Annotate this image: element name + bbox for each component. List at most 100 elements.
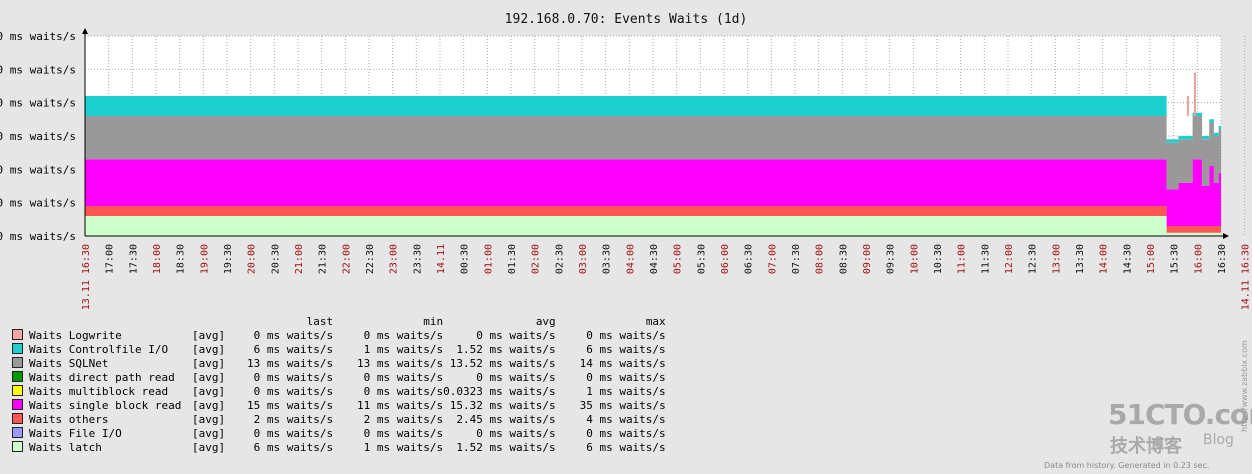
series-area-waits-controlfile-i-o — [85, 96, 1221, 143]
x-tick-label: 00:30 — [460, 244, 471, 274]
legend-row: Waits Controlfile I/O [avg] 6 ms waits/s 1 … — [12, 343, 666, 357]
x-tick-label: 02:30 — [554, 244, 565, 274]
x-tick-label: 13:00 — [1051, 244, 1062, 274]
legend-func: [avg] — [192, 371, 226, 384]
x-tick-label: 22:00 — [341, 244, 352, 274]
x-tick-label: 18:00 — [152, 244, 163, 274]
legend-swatch — [12, 385, 23, 396]
legend-avg: 13.52 ms waits/s — [449, 357, 556, 370]
x-tick-label: 19:30 — [223, 244, 234, 274]
legend-max: 4 ms waits/s — [586, 413, 666, 426]
legend-row: Waits multiblock read [avg] 0 ms waits/s 0 … — [12, 385, 666, 399]
x-tick-label: 11:00 — [957, 244, 968, 274]
x-tick-label: 03:30 — [602, 244, 613, 274]
legend-func: [avg] — [192, 399, 226, 412]
legend-min: 1 ms waits/s — [363, 343, 444, 356]
legend-swatch — [12, 357, 23, 368]
legend-avg: 0 ms waits/s — [476, 427, 556, 440]
legend-header-min: min — [423, 315, 444, 328]
legend-last: 15 ms waits/s — [247, 399, 334, 412]
x-tick-label: 06:30 — [744, 244, 755, 274]
legend-max: 35 ms waits/s — [579, 399, 666, 412]
x-tick-label: 23:30 — [412, 244, 423, 274]
x-tick-label: 02:00 — [531, 244, 542, 274]
legend-row: Waits single block read [avg] 15 ms waits/… — [12, 399, 666, 413]
legend-max: 0 ms waits/s — [586, 427, 666, 440]
x-tick-label: 04:30 — [649, 244, 660, 274]
legend-avg: 0 ms waits/s — [476, 371, 556, 384]
legend-series-cell: Waits Logwrite — [12, 329, 192, 343]
legend-func: [avg] — [192, 427, 226, 440]
legend-swatch — [12, 371, 23, 382]
legend-last: 0 ms waits/s — [253, 371, 334, 384]
x-tick-label: 21:00 — [294, 244, 305, 274]
x-tick-label: 12:30 — [1028, 244, 1039, 274]
legend-last: 0 ms waits/s — [253, 427, 334, 440]
y-tick-label: 20 ms waits/s — [0, 163, 76, 176]
legend-last: 0 ms waits/s — [253, 329, 334, 342]
y-tick-label: 0 ms waits/s — [0, 230, 76, 243]
legend-min: 0 ms waits/s — [363, 371, 444, 384]
y-tick-label: 50 ms waits/s — [0, 63, 76, 76]
legend-table: last min avg max Waits Logwrite [avg] 0 ms… — [12, 315, 666, 455]
x-tick-labels: 13.11 16:30 17:00 17:30 18:00 18:30 19:00 19:3… — [81, 244, 1252, 310]
legend-series-cell: Waits latch — [12, 441, 192, 455]
chart-title: 192.168.0.70: Events Waits (1d) — [505, 12, 748, 27]
legend-row: Waits others [avg] 2 ms waits/s 2 ms waits/… — [12, 413, 666, 427]
axes — [82, 28, 1229, 239]
series-area-waits-latch — [85, 216, 1221, 236]
x-tick-label: 13:30 — [1075, 244, 1086, 274]
x-tick-label: 15:00 — [1146, 244, 1157, 274]
legend-min: 0 ms waits/s — [363, 427, 444, 440]
x-tick-label: 09:00 — [862, 244, 873, 274]
legend-last: 6 ms waits/s — [253, 343, 334, 356]
legend-header-avg: avg — [535, 315, 556, 328]
x-tick-label: 11:30 — [980, 244, 991, 274]
legend-row: Waits latch [avg] 6 ms waits/s 1 ms waits/s… — [12, 441, 666, 455]
legend-swatch — [12, 399, 23, 410]
side-url: http://www.zabbix.com — [1240, 340, 1249, 432]
legend-max: 0 ms waits/s — [586, 371, 666, 384]
watermark-blog: Blog — [1203, 432, 1234, 448]
x-tick-label: 17:00 — [105, 244, 116, 274]
x-tick-label: 18:30 — [176, 244, 187, 274]
legend-series-cell: Waits others — [12, 413, 192, 427]
x-tick-label: 10:00 — [909, 244, 920, 274]
legend-header-last: last — [306, 315, 334, 328]
legend-avg: 15.32 ms waits/s — [449, 399, 556, 412]
legend-avg: 1.52 ms waits/s — [456, 441, 556, 454]
legend-series-name: Waits multiblock read — [29, 385, 169, 398]
x-tick-label: 13.11 16:30 — [81, 244, 92, 310]
x-tick-label: 12:00 — [1004, 244, 1015, 274]
x-tick-label: 03:00 — [578, 244, 589, 274]
legend-row: Waits direct path read [avg] 0 ms waits/s 0… — [12, 371, 666, 385]
legend-avg: 0 ms waits/s — [476, 329, 556, 342]
legend-func: [avg] — [192, 385, 226, 398]
legend-series-name: Waits Logwrite — [29, 329, 122, 342]
legend-swatch — [12, 329, 23, 340]
legend-series-cell: Waits single block read — [12, 399, 192, 413]
y-axis-arrow — [82, 28, 88, 34]
legend-series-name: Waits File I/O — [29, 427, 122, 440]
legend-row: Waits Logwrite [avg] 0 ms waits/s 0 ms wait… — [12, 329, 666, 343]
x-tick-label: 14.11 — [436, 244, 447, 274]
legend-series-cell: Waits Controlfile I/O — [12, 343, 192, 357]
legend-last: 13 ms waits/s — [247, 357, 334, 370]
x-tick-label: 01:30 — [507, 244, 518, 274]
legend-max: 14 ms waits/s — [579, 357, 666, 370]
legend-func: [avg] — [192, 441, 226, 454]
x-tick-label: 14:30 — [1122, 244, 1133, 274]
legend-series-name: Waits SQLNet — [29, 357, 109, 370]
legend-avg: 1.52 ms waits/s — [456, 343, 556, 356]
x-tick-label: 07:00 — [767, 244, 778, 274]
x-tick-label: 07:30 — [791, 244, 802, 274]
legend-series-name: Waits others — [29, 413, 109, 426]
x-tick-label: 06:00 — [720, 244, 731, 274]
x-tick-label: 16:30 — [1217, 244, 1228, 274]
x-tick-label: 05:00 — [673, 244, 684, 274]
legend-header-max: max — [645, 315, 666, 328]
legend-series-cell: Waits File I/O — [12, 427, 192, 441]
legend-row: Waits File I/O [avg] 0 ms waits/s 0 ms wait… — [12, 427, 666, 441]
legend-min: 0 ms waits/s — [363, 329, 444, 342]
